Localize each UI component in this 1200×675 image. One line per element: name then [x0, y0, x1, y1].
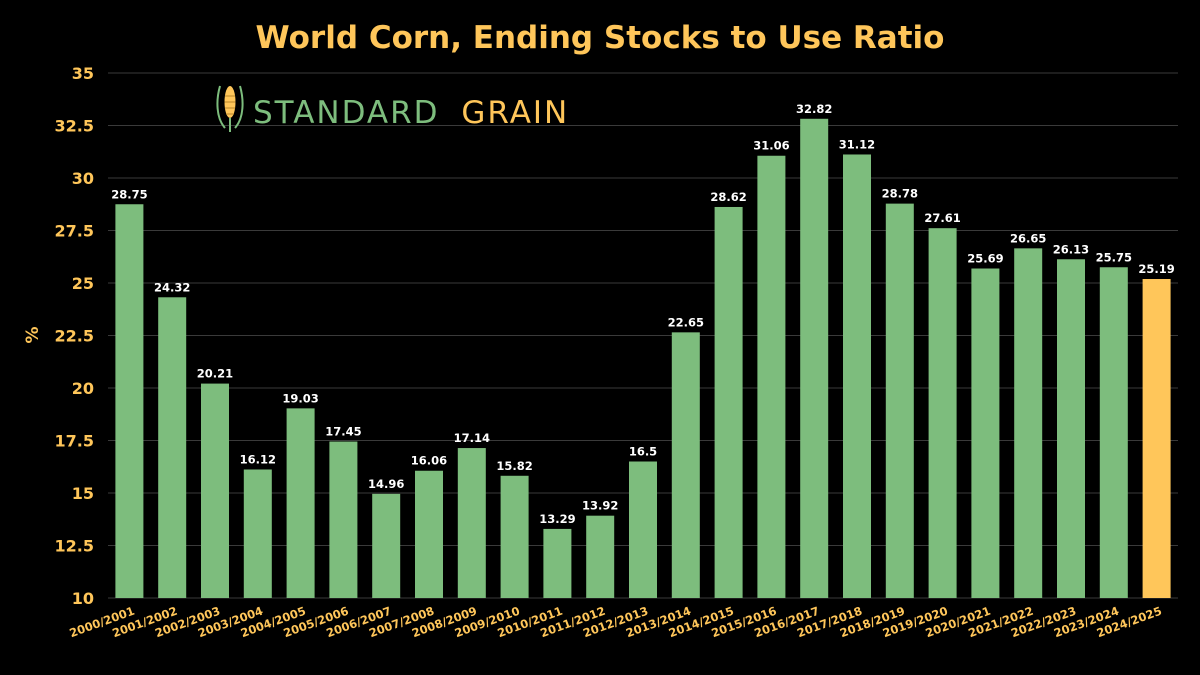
- data-label: 13.92: [582, 499, 618, 513]
- bar: [1057, 259, 1085, 598]
- data-labels: 28.75 24.32 20.21 16.12 19.03 17.45 14.96 16.06…: [111, 102, 1175, 526]
- bar: [1099, 267, 1128, 598]
- bar: [243, 469, 272, 598]
- y-axis-ticks: 10 12.5 15 17.5 20 22.5 25 27.5 30 32.5 35: [55, 64, 94, 608]
- data-label: 14.96: [368, 477, 404, 491]
- bar: [629, 461, 657, 598]
- y-tick-label: 20: [72, 379, 94, 398]
- data-label: 28.78: [882, 187, 918, 201]
- y-tick-label: 17.5: [55, 432, 94, 451]
- data-label: 31.12: [839, 137, 875, 151]
- data-label: 31.06: [753, 139, 789, 153]
- data-label: 22.65: [668, 315, 704, 329]
- data-label: 26.65: [1010, 231, 1046, 245]
- data-label: 15.82: [496, 459, 532, 473]
- data-label: 25.19: [1138, 262, 1174, 276]
- svg-text:STANDARD GRAIN: STANDARD GRAIN: [253, 95, 569, 131]
- data-label: 20.21: [197, 367, 233, 381]
- data-label: 28.62: [710, 190, 746, 204]
- bar: [843, 154, 871, 599]
- y-axis-label: %: [23, 326, 43, 343]
- bar: [543, 528, 572, 598]
- y-tick-label: 30: [72, 169, 94, 188]
- data-label: 25.75: [1096, 250, 1132, 264]
- y-tick-label: 25: [72, 274, 94, 293]
- bar: [757, 155, 786, 599]
- bar: [500, 475, 529, 598]
- data-label: 25.69: [967, 252, 1003, 266]
- bar: [885, 203, 914, 598]
- corn-icon: [216, 85, 244, 132]
- bar: [372, 493, 401, 598]
- bar: [1014, 248, 1043, 598]
- y-tick-label: 10: [72, 589, 94, 608]
- bar: [800, 118, 829, 598]
- data-label: 17.14: [454, 431, 490, 445]
- data-label: 27.61: [924, 211, 960, 225]
- chart-title: World Corn, Ending Stocks to Use Ratio: [255, 20, 945, 56]
- bar: [586, 515, 615, 598]
- data-label: 16.5: [629, 445, 657, 459]
- y-tick-label: 12.5: [55, 537, 94, 556]
- data-label: 26.13: [1053, 242, 1089, 256]
- bar: [115, 204, 144, 598]
- data-label: 16.12: [240, 452, 276, 466]
- data-label: 16.06: [411, 454, 447, 468]
- bar: [1142, 279, 1171, 598]
- bar: [201, 383, 229, 598]
- data-label: 19.03: [282, 391, 318, 405]
- bar: [714, 206, 743, 599]
- data-label: 13.29: [539, 512, 575, 526]
- logo-word-grain: GRAIN: [461, 95, 569, 131]
- y-tick-label: 22.5: [55, 327, 94, 346]
- x-axis-ticks: 2000/20012001/20022002/20032003/20042004…: [68, 604, 1164, 640]
- bar: [286, 408, 315, 598]
- y-tick-label: 35: [72, 64, 94, 83]
- data-label: 32.82: [796, 102, 832, 116]
- logo-word-standard: STANDARD: [253, 95, 440, 131]
- bar: [158, 297, 187, 598]
- standard-grain-logo: STANDARD GRAIN: [216, 85, 569, 132]
- data-label: 17.45: [325, 425, 361, 439]
- y-tick-label: 27.5: [55, 222, 94, 241]
- y-tick-label: 32.5: [55, 117, 94, 136]
- bar: [415, 470, 443, 598]
- y-tick-label: 15: [72, 484, 94, 503]
- bar: [971, 268, 1000, 598]
- bar: [928, 228, 957, 598]
- bar: [671, 332, 700, 598]
- bar: [457, 448, 486, 598]
- data-label: 24.32: [154, 280, 190, 294]
- data-label: 28.75: [111, 187, 147, 201]
- bar-series: [115, 118, 1171, 599]
- bar: [329, 441, 358, 598]
